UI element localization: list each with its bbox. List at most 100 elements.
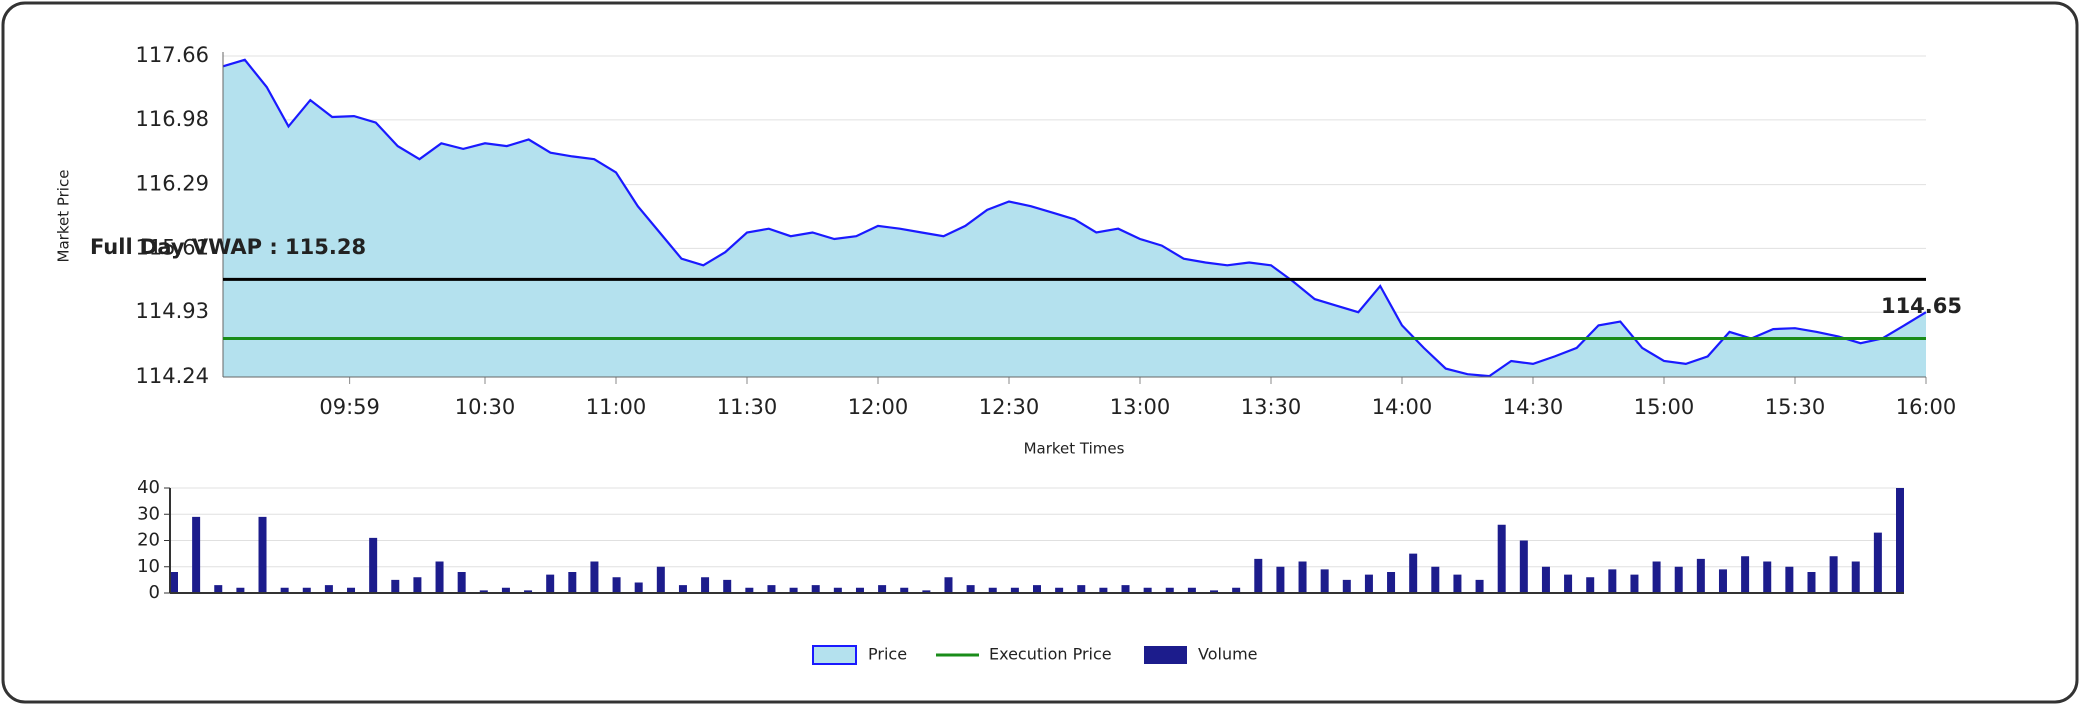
volume-bar xyxy=(944,577,953,593)
volume-bar xyxy=(723,579,732,593)
volume-bar xyxy=(302,587,311,593)
volume-bar xyxy=(568,572,577,593)
volume-bar xyxy=(1165,587,1174,593)
y-axis-title: Market Price xyxy=(55,170,73,263)
legend-label: Volume xyxy=(1198,645,1258,664)
volume-bar xyxy=(258,516,267,593)
volume-bar xyxy=(479,590,488,593)
volume-bar xyxy=(855,587,864,593)
reference-label: Full Day VWAP : 115.28 xyxy=(90,235,366,259)
volume-bar xyxy=(1232,587,1241,593)
price-area xyxy=(223,59,1926,378)
x-tick-label: 14:30 xyxy=(1503,395,1564,419)
x-tick-label: 12:30 xyxy=(979,395,1040,419)
volume-bar xyxy=(590,561,599,593)
volume-bar xyxy=(745,587,754,593)
legend: Price Execution Price Volume xyxy=(812,645,1258,665)
volume-bar xyxy=(170,572,178,593)
x-tick-label: 14:00 xyxy=(1372,395,1433,419)
volume-bar xyxy=(1453,574,1462,593)
x-tick-label: 11:00 xyxy=(586,395,647,419)
volume-bar xyxy=(767,585,776,593)
volume-bar xyxy=(280,587,289,593)
volume-bar xyxy=(833,587,842,593)
volume-bar xyxy=(214,585,223,593)
y-tick-label: 114.93 xyxy=(136,299,209,323)
volume-bar xyxy=(1873,532,1882,593)
volume-bar xyxy=(1829,556,1838,593)
volume-bar xyxy=(546,574,555,593)
volume-bar xyxy=(1010,587,1019,593)
volume-bar xyxy=(634,582,643,593)
volume-bar xyxy=(1254,558,1263,593)
volume-bar xyxy=(435,561,444,593)
volume-bar xyxy=(678,585,687,593)
volume-bar xyxy=(1187,587,1196,593)
volume-bar xyxy=(457,572,466,593)
volume-bar xyxy=(1364,574,1373,593)
volume-bar xyxy=(1431,566,1440,593)
volume-bar xyxy=(656,566,665,593)
volume-bar xyxy=(1851,561,1860,593)
volume-bar xyxy=(1033,585,1041,593)
volume-bar xyxy=(1099,587,1108,593)
y-tick-label: 10 xyxy=(137,556,160,577)
volume-bar xyxy=(347,587,356,593)
volume-bar xyxy=(1741,556,1750,593)
volume-bar xyxy=(1630,574,1639,593)
y-tick-label: 20 xyxy=(137,530,160,551)
volume-bar xyxy=(1409,553,1418,593)
volume-bar xyxy=(1586,577,1595,593)
x-tick-label: 13:30 xyxy=(1241,395,1302,419)
volume-bar xyxy=(1674,566,1683,593)
volume-bar xyxy=(524,590,533,593)
y-tick-label: 116.29 xyxy=(136,172,209,196)
volume-bar xyxy=(1608,569,1617,593)
x-axis-title: Market Times xyxy=(1024,440,1125,458)
x-tick-label: 15:00 xyxy=(1634,395,1695,419)
legend-label: Execution Price xyxy=(989,645,1112,664)
volume-bar xyxy=(1541,566,1550,593)
x-tick-label: 11:30 xyxy=(717,395,778,419)
volume-bar xyxy=(811,585,820,593)
volume-bar xyxy=(966,585,975,593)
volume-bar xyxy=(878,585,887,593)
volume-bar xyxy=(988,587,997,593)
y-tick-label: 116.98 xyxy=(136,107,209,131)
volume-bar xyxy=(1718,569,1727,593)
y-tick-label: 114.24 xyxy=(136,364,209,388)
volume-bar xyxy=(1121,585,1130,593)
volume-bar xyxy=(1763,561,1772,593)
x-tick-label: 15:30 xyxy=(1765,395,1826,419)
volume-bar xyxy=(1342,579,1351,593)
y-tick-label: 115.61 xyxy=(136,235,209,259)
legend-swatch xyxy=(812,645,857,665)
legend-label: Price xyxy=(868,645,907,664)
volume-bar xyxy=(501,587,510,593)
volume-bar xyxy=(612,577,621,593)
x-tick-label: 16:00 xyxy=(1896,395,1957,419)
x-tick-label: 12:00 xyxy=(848,395,909,419)
volume-bar xyxy=(1143,587,1152,593)
volume-bar xyxy=(701,577,710,593)
x-tick-label: 10:30 xyxy=(455,395,516,419)
volume-bar xyxy=(1652,561,1661,593)
volume-bar xyxy=(1077,585,1086,593)
reference-value-label: 114.65 xyxy=(1881,294,1962,318)
volume-bar xyxy=(324,585,333,593)
volume-bar xyxy=(1055,587,1064,593)
volume-bar xyxy=(922,590,931,593)
volume-bar xyxy=(789,587,798,593)
volume-bar xyxy=(1497,524,1506,593)
volume-bar xyxy=(1519,540,1528,593)
volume-bar xyxy=(1896,488,1904,593)
volume-bar xyxy=(1475,579,1484,593)
volume-bar xyxy=(1785,566,1794,593)
volume-bar xyxy=(413,577,422,593)
volume-bar xyxy=(391,579,400,593)
x-tick-label: 13:00 xyxy=(1110,395,1171,419)
volume-bar xyxy=(236,587,245,593)
volume-bar xyxy=(192,516,201,593)
volume-bar xyxy=(369,537,378,593)
